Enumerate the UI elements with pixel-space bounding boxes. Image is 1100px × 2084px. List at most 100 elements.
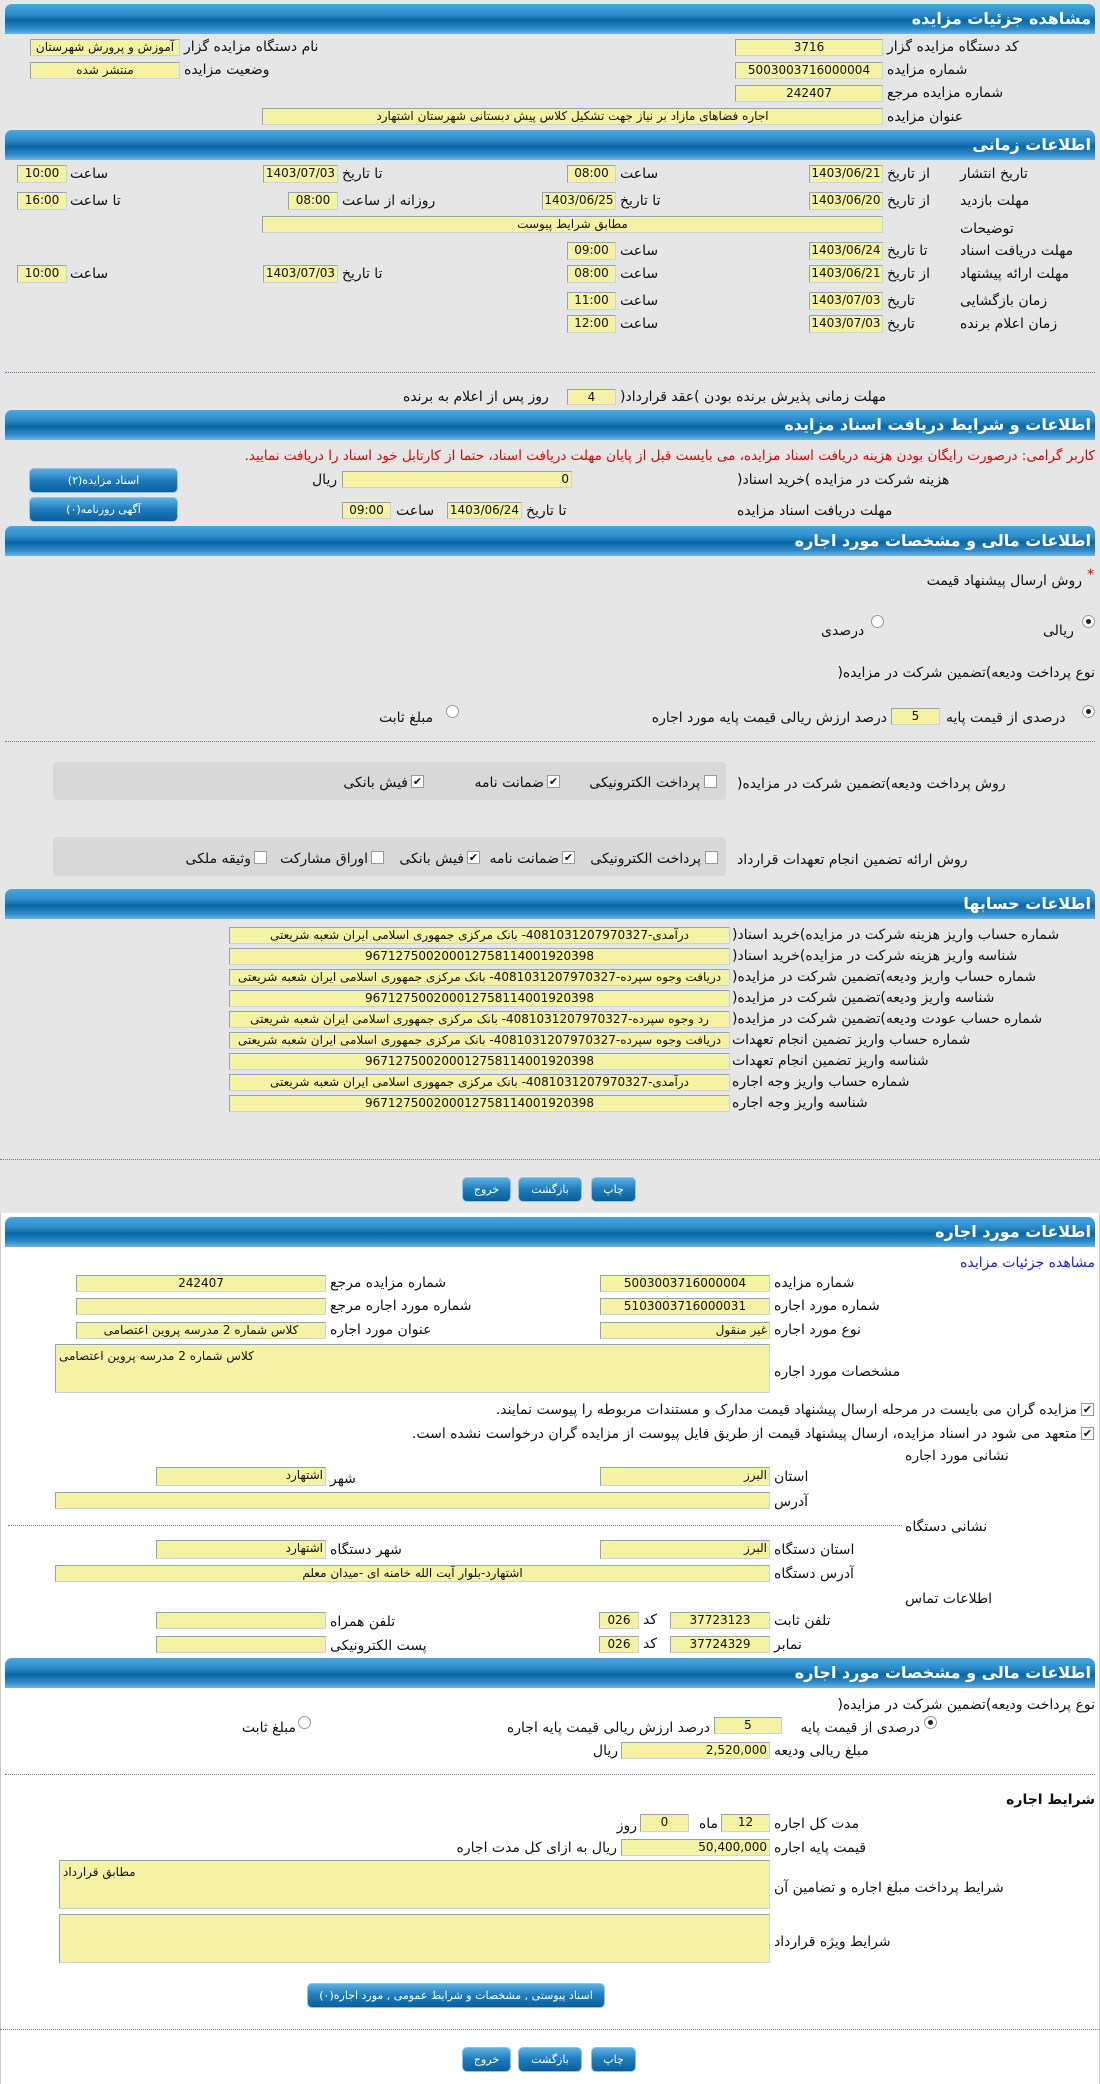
- account-label: شماره حساب واریز هزینه شرکت در مزایده)خر…: [732, 927, 1060, 943]
- daily-from-hour-label: روزانه از ساعت: [342, 193, 436, 209]
- rial-label: ریال: [312, 472, 338, 488]
- lease-deposit-type-label: نوع پرداخت ودیعه)تضمین شرکت در مزایده(: [837, 1697, 1095, 1713]
- account-field: دریافت وجوه سپرده-4081031207970327- بانک…: [229, 1032, 730, 1049]
- auction-documents-button[interactable]: اسناد مزایده(۲): [29, 468, 178, 493]
- radio-deposit-percent[interactable]: [1082, 705, 1095, 718]
- newspaper-ads-button[interactable]: آگهی روزنامه(۰): [29, 497, 178, 522]
- account-field: رد وجوه سپرده-4081031207970327- بانک مرک…: [229, 1011, 730, 1028]
- lease-auction-number-label: شماره مزایده: [774, 1275, 855, 1291]
- to-hour-label: تا ساعت: [70, 193, 121, 209]
- org-province-field: البرز: [600, 1540, 770, 1559]
- radio-rial[interactable]: [1082, 615, 1095, 628]
- checkbox-electronic-payment[interactable]: [705, 851, 718, 864]
- checkbox-property-collateral[interactable]: [254, 851, 267, 864]
- checkbox-bank-receipt[interactable]: ✔: [411, 775, 424, 788]
- date-label: تاریخ: [887, 316, 915, 332]
- docs-deadline-label: مهلت دریافت اسناد: [960, 243, 1074, 259]
- docs-deadline-label: مهلت دریافت اسناد مزایده: [737, 503, 893, 519]
- fax-code-field: 026: [599, 1636, 639, 1653]
- free-docs-notice: کاربر گرامی: درصورت رایگان بودن هزینه در…: [244, 448, 1095, 464]
- org-address-label: آدرس دستگاه: [774, 1566, 854, 1582]
- special-terms-textarea[interactable]: [59, 1914, 770, 1963]
- checkbox-participation-bonds[interactable]: [371, 851, 384, 864]
- lease-ref-number: 242407: [76, 1275, 326, 1292]
- radio-lease-percent[interactable]: [924, 1716, 937, 1729]
- section-header-timing: اطلاعات زمانی: [5, 130, 1095, 160]
- account-field: درآمدی-4081031207970327- بانک مرکزی جمهو…: [229, 1074, 730, 1091]
- phone-code-field: 026: [599, 1612, 639, 1629]
- radio-lease-fixed[interactable]: [298, 1716, 311, 1729]
- divider: [0, 1159, 1100, 1160]
- winner-announce-label: زمان اعلام برنده: [960, 316, 1058, 332]
- account-field: درآمدی-4081031207970327- بانک مرکزی جمهو…: [229, 927, 730, 944]
- checkbox-guarantee-letter[interactable]: ✔: [547, 775, 560, 788]
- attachments-button[interactable]: اسناد پیوستی , مشخصات و شرایط عمومی , مو…: [307, 1983, 605, 2008]
- auction-details-link[interactable]: مشاهده جزئیات مزایده: [960, 1255, 1095, 1271]
- checkbox-guarantee-letter[interactable]: ✔: [562, 851, 575, 864]
- visit-daily-to: 16:00: [17, 192, 67, 210]
- account-label: شناسه واریز ودیعه)تضمین شرکت در مزایده(: [732, 990, 995, 1006]
- exit-button[interactable]: خروج: [462, 2047, 511, 2072]
- publish-to-date: 1403/07/03: [263, 165, 338, 183]
- print-button[interactable]: چاپ: [591, 1177, 636, 1202]
- base-price-field: 50,400,000: [621, 1839, 770, 1856]
- guarantee-letter-label: ضمانت نامه: [474, 775, 544, 791]
- hour-label: ساعت: [620, 166, 659, 182]
- lease-specs-textarea[interactable]: کلاس شماره 2 مدرسه پروین اعتصامی: [55, 1344, 770, 1393]
- acceptance-days-suffix: روز پس از اعلام به برنده: [403, 389, 549, 405]
- section-header-lease-item: اطلاعات مورد اجاره: [5, 1217, 1095, 1247]
- lease-percent-field: 5: [714, 1717, 782, 1734]
- acceptance-days-field: 4: [567, 389, 616, 405]
- org-name-field: آموزش و پرورش شهرستان: [30, 39, 180, 56]
- publish-label: تاریخ انتشار: [960, 166, 1028, 182]
- divider: [8, 1525, 902, 1526]
- exit-button[interactable]: خروج: [462, 1177, 511, 1202]
- lease-item-title-field: کلاس شماره 2 مدرسه پروین اعتصامی: [76, 1322, 326, 1339]
- deposit-amount-label: مبلغ ریالی ودیعه: [774, 1743, 869, 1759]
- account-label: شماره حساب واریز ودیعه)تضمین شرکت در مزا…: [732, 969, 1037, 985]
- month-unit: ماه: [698, 1816, 718, 1832]
- lease-fixed-label: مبلغ ثابت: [241, 1720, 296, 1736]
- checkbox-no-attachment-offer[interactable]: ✔: [1081, 1427, 1094, 1440]
- base-price-label: قیمت پایه اجاره: [774, 1840, 867, 1856]
- deposit-payment-box: [53, 762, 726, 800]
- radio-deposit-fixed[interactable]: [446, 705, 459, 718]
- account-label: شناسه واریز تضمین انجام تعهدات: [732, 1053, 929, 1069]
- mobile-label: تلفن همراه: [330, 1614, 396, 1630]
- address-label: آدرس: [774, 1494, 808, 1510]
- winner-acceptance-label: مهلت زمانی پذیرش برنده بودن )عقد قرارداد…: [620, 389, 887, 405]
- no-attachment-offer-text: متعهد می شود در اسناد مزایده، ارسال پیشن…: [411, 1426, 1077, 1442]
- hour-label: ساعت: [396, 503, 435, 519]
- deposit-amount-field: 2,520,000: [621, 1742, 770, 1759]
- deposit-fixed-label: مبلغ ثابت: [379, 710, 434, 726]
- checkbox-bank-receipt[interactable]: ✔: [467, 851, 480, 864]
- print-button[interactable]: چاپ: [591, 2047, 636, 2072]
- address-field: [55, 1492, 770, 1509]
- offer-from-time: 08:00: [567, 265, 616, 283]
- lease-type-field: غیر منقول: [600, 1322, 770, 1339]
- back-button[interactable]: بازگشت: [518, 1177, 582, 1202]
- lease-item-ref-field: [76, 1298, 326, 1315]
- account-field: 967127500200012758114001920398: [229, 1095, 730, 1112]
- back-button[interactable]: بازگشت: [518, 2047, 582, 2072]
- timing-description-field: مطابق شرایط پیوست: [262, 216, 883, 233]
- section-header-lease-finance: اطلاعات مالی و مشخصات مورد اجاره: [5, 1658, 1095, 1688]
- radio-percent[interactable]: [871, 615, 884, 628]
- bank-receipt-label: فیش بانکی: [343, 775, 408, 791]
- checkbox-attach-documents[interactable]: ✔: [1081, 1403, 1094, 1416]
- phone-label: تلفن ثابت: [774, 1613, 831, 1629]
- auction-status-field: منتشر شده: [30, 62, 180, 79]
- special-terms-label: شرایط ویژه قرارداد: [774, 1934, 891, 1950]
- bank-receipt-label: فیش بانکی: [399, 851, 464, 867]
- checkbox-electronic-payment[interactable]: [704, 775, 717, 788]
- doc-fee-field: 0: [342, 471, 572, 488]
- from-date-label: از تاریخ: [887, 166, 930, 182]
- org-name-label: نام دستگاه مزایده گزار: [184, 39, 319, 55]
- org-code-label: کد دستگاه مزایده گزار: [887, 39, 1019, 55]
- fax-label: نمابر: [774, 1637, 802, 1653]
- auction-subject-label: عنوان مزایده: [887, 109, 964, 125]
- opening-label: زمان بازگشایی: [960, 293, 1048, 309]
- org-address-field: اشتهارد-بلوار آیت الله خامنه ای -میدان م…: [55, 1565, 770, 1582]
- payment-terms-textarea[interactable]: مطابق قرارداد: [59, 1860, 770, 1909]
- section-header-accounts: اطلاعات حسابها: [5, 889, 1095, 919]
